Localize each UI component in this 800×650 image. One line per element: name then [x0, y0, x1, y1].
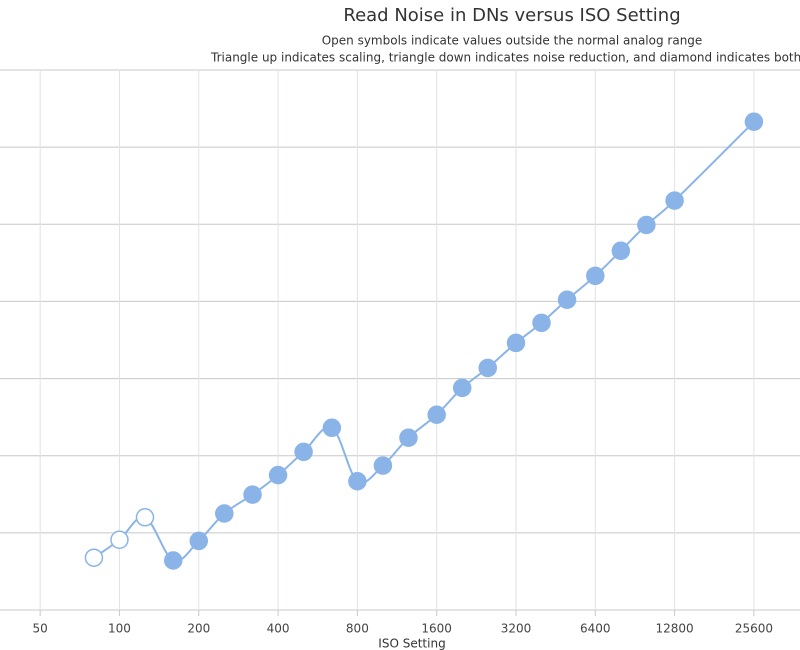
data-point: [294, 442, 313, 462]
x-axis-label: ISO Setting: [378, 637, 445, 650]
data-point: [399, 428, 418, 448]
data-point: [135, 508, 155, 527]
data-point: [611, 241, 631, 261]
x-tick-label: 12800: [656, 622, 694, 636]
data-point: [665, 191, 684, 210]
x-tick-label: 100: [108, 622, 131, 636]
x-tick-label: 1600: [421, 622, 452, 636]
data-point: [452, 378, 472, 398]
data-point: [243, 485, 262, 504]
chart-title: Read Noise in DNs versus ISO Setting: [343, 5, 680, 26]
x-tick-label: 50: [33, 622, 48, 636]
x-tick-label: 200: [187, 622, 210, 636]
data-point: [532, 313, 551, 333]
x-tick-label: 400: [267, 622, 290, 636]
chart-subtitle: Triangle up indicates scaling, triangle …: [210, 51, 800, 65]
data-point: [478, 358, 497, 378]
data-point: [189, 531, 209, 551]
data-point: [268, 465, 288, 485]
x-tick-label: 6400: [580, 622, 611, 636]
data-point: [744, 112, 764, 132]
x-tick-label: 25600: [735, 622, 773, 636]
x-tick-label: 800: [346, 622, 369, 636]
data-point: [322, 418, 342, 438]
data-point: [110, 530, 129, 549]
data-point: [163, 551, 183, 570]
x-tick-label: 3200: [501, 622, 532, 636]
data-point: [215, 504, 234, 523]
series-line: [93, 121, 755, 563]
data-point: [637, 215, 656, 235]
data-point: [427, 405, 446, 424]
data-point: [586, 266, 605, 286]
data-point: [84, 548, 104, 567]
data-point: [506, 333, 526, 353]
data-point: [373, 456, 393, 475]
data-point: [348, 471, 367, 491]
chart-subtitle: Open symbols indicate values outside the…: [322, 34, 703, 48]
data-point: [557, 290, 577, 310]
